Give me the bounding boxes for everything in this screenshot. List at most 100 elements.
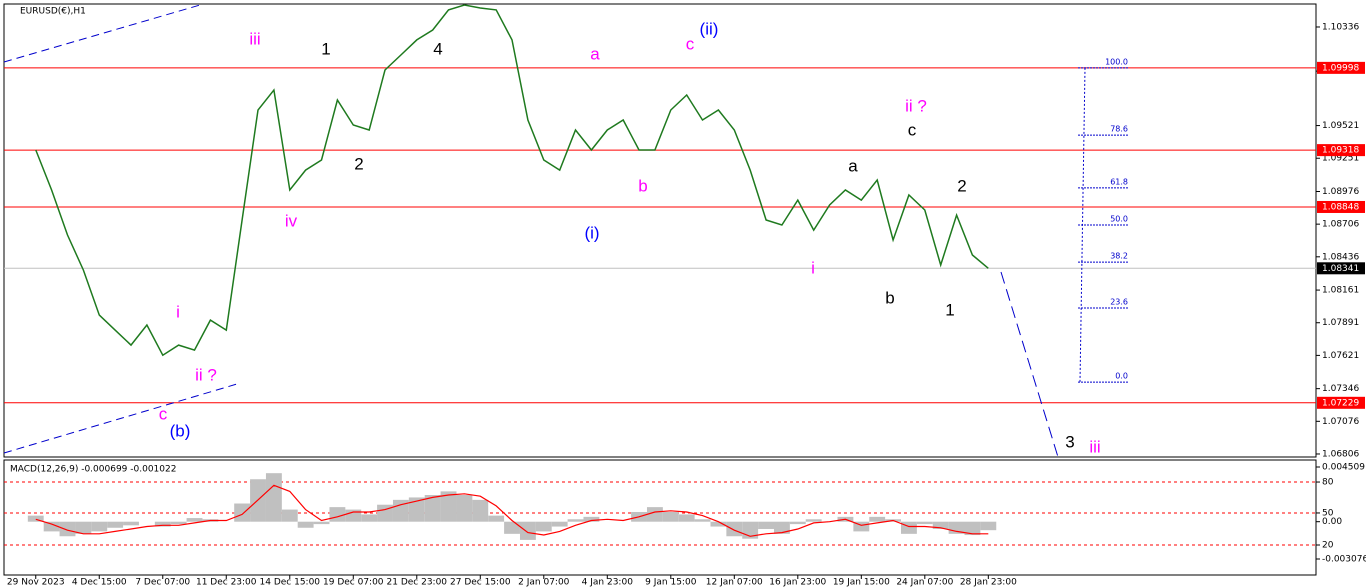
macd-bar	[59, 521, 76, 537]
y-tick-label: 0.00	[1322, 517, 1342, 527]
macd-bar	[758, 521, 774, 529]
level-box	[1317, 61, 1365, 74]
macd-bar	[646, 507, 663, 522]
macd-bar	[234, 503, 251, 522]
y-tick-label: 0.004509	[1322, 462, 1365, 472]
macd-bar	[472, 499, 489, 522]
wave-label: 3	[1065, 432, 1074, 451]
x-tick-label: 2 Jan 07:00	[518, 578, 570, 588]
wave-label: iv	[285, 211, 298, 230]
macd-bar	[805, 519, 822, 522]
x-tick-label: 24 Jan 07:00	[896, 578, 953, 588]
y-tick-label: -0.003076	[1322, 555, 1366, 565]
level-label: 1.07229	[1322, 398, 1359, 408]
x-tick-label: 11 Dec 23:00	[196, 578, 257, 588]
y-tick-label: 1.08161	[1322, 286, 1359, 296]
wave-label: c	[908, 120, 917, 139]
x-tick-label: 19 Jan 15:00	[833, 578, 890, 588]
macd-bar	[789, 521, 806, 525]
x-tick-label: 9 Jan 15:00	[645, 578, 697, 588]
current-price-box	[1317, 262, 1365, 275]
x-tick-label: 16 Jan 23:00	[769, 578, 826, 588]
level-label: 1.09318	[1322, 146, 1359, 156]
fib-label: 0.0	[1115, 372, 1128, 381]
y-tick-label: 1.08436	[1322, 252, 1359, 262]
y-tick-label: 50	[1322, 508, 1334, 518]
x-tick-label: 21 Dec 23:00	[387, 578, 448, 588]
macd-bar	[964, 521, 981, 536]
wave-label: (ii)	[700, 19, 719, 38]
macd-bar	[313, 521, 330, 525]
y-tick-label: 1.08976	[1322, 187, 1359, 197]
level-label: 1.08848	[1322, 202, 1359, 212]
y-tick-label: 1.09521	[1322, 121, 1359, 131]
wave-label: iii	[1089, 437, 1100, 456]
level-box	[1317, 200, 1365, 213]
macd-bar	[361, 514, 378, 522]
macd-bar	[710, 521, 727, 527]
macd-bar	[297, 521, 314, 528]
level-box	[1317, 144, 1365, 157]
signal-line	[35, 484, 989, 537]
macd-bar	[980, 521, 997, 531]
y-tick-label: 1.06806	[1322, 449, 1359, 459]
macd-bar	[154, 521, 171, 527]
annotations: iii 1 4 a c (ii) iv 2 b (i) ii ? c a 2 i…	[159, 19, 1101, 456]
wave-label: b	[638, 176, 647, 195]
macd-bar	[345, 509, 362, 522]
macd-bar	[123, 521, 139, 526]
price-panel	[3, 3, 1317, 458]
y-tick-label: 1.07076	[1322, 417, 1359, 427]
level-box	[1317, 396, 1365, 409]
macd-bar	[107, 521, 124, 528]
x-tick-label: 12 Jan 07:00	[706, 578, 763, 588]
macd-bar	[853, 521, 870, 532]
y-tick-label: 80	[1322, 478, 1334, 488]
x-tick-label: 7 Dec 07:00	[135, 578, 190, 588]
macd-bar	[408, 497, 425, 522]
wave-label: i	[811, 258, 815, 277]
macd-bar	[773, 521, 790, 534]
fib-label: 23.6	[1110, 297, 1128, 306]
x-tick-label: 14 Dec 15:00	[260, 578, 321, 588]
fib-label: 78.6	[1110, 125, 1128, 134]
wave-label: 1	[321, 39, 330, 58]
macd-bar	[281, 509, 298, 522]
x-tick-label: 19 Dec 07:00	[323, 578, 384, 588]
fib-label: 100.0	[1105, 57, 1128, 66]
wave-label: (i)	[584, 223, 599, 242]
wave-label: c	[686, 34, 695, 53]
trend-line	[3, 4, 201, 63]
macd-bar	[265, 473, 282, 522]
y-tick-label: 1.07621	[1322, 351, 1359, 361]
wave-label: ii ?	[195, 365, 217, 384]
x-tick-label: 27 Dec 15:00	[450, 578, 511, 588]
macd-bar	[440, 491, 457, 522]
current-price-label: 1.08341	[1322, 264, 1359, 274]
fib-label: 61.8	[1110, 177, 1128, 186]
macd-bar	[43, 521, 60, 532]
wave-label: i	[176, 302, 180, 321]
macd-bar	[551, 521, 568, 527]
wave-label: a	[848, 156, 858, 175]
wave-label: a	[590, 44, 600, 63]
projection-line	[1000, 271, 1059, 458]
price-line	[35, 4, 989, 357]
macd-bar	[329, 507, 346, 522]
level-label: 1.09998	[1322, 63, 1359, 73]
y-tick-label: 1.09251	[1322, 154, 1359, 164]
macd-bar	[75, 521, 92, 534]
wave-label: (b)	[170, 421, 191, 440]
macd-bar	[662, 511, 679, 522]
macd-bar	[932, 521, 949, 529]
macd-bar	[27, 515, 44, 522]
macd-bar	[519, 521, 536, 540]
fib-label: 38.2	[1110, 252, 1128, 261]
y-tick-label: 1.08706	[1322, 220, 1359, 230]
macd-bar	[567, 519, 584, 522]
macd-bar	[488, 515, 505, 522]
wave-label: b	[885, 288, 894, 307]
x-tick-label: 4 Dec 15:00	[72, 578, 127, 588]
chart-title: EURUSD(€),H1	[20, 7, 86, 17]
